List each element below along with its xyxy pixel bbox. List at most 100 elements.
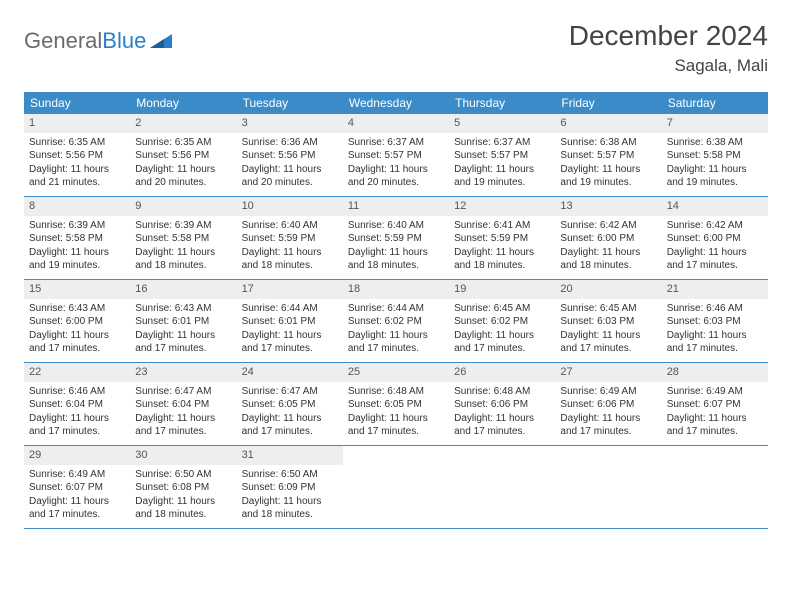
day-body: Sunrise: 6:49 AMSunset: 6:07 PMDaylight:…: [24, 465, 130, 528]
day-line: Sunrise: 6:36 AM: [242, 136, 338, 150]
day-body: Sunrise: 6:38 AMSunset: 5:58 PMDaylight:…: [662, 133, 768, 196]
day-line: Daylight: 11 hours: [29, 495, 125, 509]
day-number: 25: [343, 363, 449, 382]
logo-text: GeneralBlue: [24, 28, 146, 54]
day-line: Daylight: 11 hours: [560, 246, 656, 260]
day-line: Daylight: 11 hours: [242, 412, 338, 426]
day-line: Daylight: 11 hours: [454, 246, 550, 260]
day-cell: 12Sunrise: 6:41 AMSunset: 5:59 PMDayligh…: [449, 197, 555, 279]
dow-cell: Tuesday: [237, 92, 343, 114]
day-line: Daylight: 11 hours: [560, 163, 656, 177]
day-number: 6: [555, 114, 661, 133]
day-line: and 17 minutes.: [29, 342, 125, 356]
day-line: Sunset: 5:59 PM: [348, 232, 444, 246]
day-cell: 6Sunrise: 6:38 AMSunset: 5:57 PMDaylight…: [555, 114, 661, 196]
day-line: Daylight: 11 hours: [454, 163, 550, 177]
day-body: Sunrise: 6:43 AMSunset: 6:00 PMDaylight:…: [24, 299, 130, 362]
day-line: Daylight: 11 hours: [29, 329, 125, 343]
day-number: 10: [237, 197, 343, 216]
day-line: Sunset: 6:01 PM: [242, 315, 338, 329]
location: Sagala, Mali: [569, 56, 768, 76]
day-line: Sunset: 6:02 PM: [348, 315, 444, 329]
day-line: and 17 minutes.: [560, 425, 656, 439]
day-line: and 17 minutes.: [560, 342, 656, 356]
day-line: Daylight: 11 hours: [29, 163, 125, 177]
day-body: Sunrise: 6:48 AMSunset: 6:05 PMDaylight:…: [343, 382, 449, 445]
day-line: Daylight: 11 hours: [454, 329, 550, 343]
day-line: Sunset: 5:57 PM: [348, 149, 444, 163]
day-line: and 17 minutes.: [667, 342, 763, 356]
day-line: and 18 minutes.: [242, 259, 338, 273]
day-line: Daylight: 11 hours: [135, 412, 231, 426]
day-line: Daylight: 11 hours: [454, 412, 550, 426]
day-line: Sunset: 6:03 PM: [560, 315, 656, 329]
day-line: Sunrise: 6:48 AM: [454, 385, 550, 399]
day-cell: 9Sunrise: 6:39 AMSunset: 5:58 PMDaylight…: [130, 197, 236, 279]
day-body: Sunrise: 6:46 AMSunset: 6:03 PMDaylight:…: [662, 299, 768, 362]
dow-cell: Monday: [130, 92, 236, 114]
day-line: and 20 minutes.: [242, 176, 338, 190]
day-number: 18: [343, 280, 449, 299]
day-line: Sunset: 6:06 PM: [560, 398, 656, 412]
day-line: Sunrise: 6:44 AM: [242, 302, 338, 316]
day-body: Sunrise: 6:37 AMSunset: 5:57 PMDaylight:…: [449, 133, 555, 196]
day-line: Daylight: 11 hours: [29, 412, 125, 426]
day-cell: [662, 446, 768, 528]
day-number: 1: [24, 114, 130, 133]
day-line: Daylight: 11 hours: [135, 163, 231, 177]
day-body: Sunrise: 6:35 AMSunset: 5:56 PMDaylight:…: [24, 133, 130, 196]
day-cell: [343, 446, 449, 528]
day-line: Sunset: 5:58 PM: [667, 149, 763, 163]
day-cell: 3Sunrise: 6:36 AMSunset: 5:56 PMDaylight…: [237, 114, 343, 196]
day-line: Sunset: 6:07 PM: [667, 398, 763, 412]
day-body: Sunrise: 6:48 AMSunset: 6:06 PMDaylight:…: [449, 382, 555, 445]
day-line: Sunset: 6:02 PM: [454, 315, 550, 329]
day-line: Sunrise: 6:40 AM: [242, 219, 338, 233]
day-cell: 21Sunrise: 6:46 AMSunset: 6:03 PMDayligh…: [662, 280, 768, 362]
day-line: and 17 minutes.: [242, 342, 338, 356]
day-line: Sunrise: 6:47 AM: [135, 385, 231, 399]
day-line: Sunset: 6:08 PM: [135, 481, 231, 495]
day-cell: [555, 446, 661, 528]
day-cell: 23Sunrise: 6:47 AMSunset: 6:04 PMDayligh…: [130, 363, 236, 445]
day-line: Daylight: 11 hours: [242, 329, 338, 343]
day-body: Sunrise: 6:45 AMSunset: 6:02 PMDaylight:…: [449, 299, 555, 362]
day-number: 2: [130, 114, 236, 133]
day-line: Daylight: 11 hours: [242, 246, 338, 260]
day-number: 22: [24, 363, 130, 382]
day-line: and 17 minutes.: [135, 342, 231, 356]
day-cell: 30Sunrise: 6:50 AMSunset: 6:08 PMDayligh…: [130, 446, 236, 528]
day-line: Sunset: 6:00 PM: [560, 232, 656, 246]
day-number: 7: [662, 114, 768, 133]
day-body: Sunrise: 6:47 AMSunset: 6:04 PMDaylight:…: [130, 382, 236, 445]
dow-cell: Wednesday: [343, 92, 449, 114]
day-line: and 19 minutes.: [29, 259, 125, 273]
day-line: Daylight: 11 hours: [348, 412, 444, 426]
day-line: Daylight: 11 hours: [348, 246, 444, 260]
day-line: and 17 minutes.: [667, 259, 763, 273]
day-body: Sunrise: 6:50 AMSunset: 6:09 PMDaylight:…: [237, 465, 343, 528]
day-cell: 28Sunrise: 6:49 AMSunset: 6:07 PMDayligh…: [662, 363, 768, 445]
day-body: Sunrise: 6:42 AMSunset: 6:00 PMDaylight:…: [662, 216, 768, 279]
day-line: Sunset: 6:00 PM: [29, 315, 125, 329]
day-number: 20: [555, 280, 661, 299]
day-line: Daylight: 11 hours: [242, 495, 338, 509]
day-cell: 22Sunrise: 6:46 AMSunset: 6:04 PMDayligh…: [24, 363, 130, 445]
day-line: Sunset: 6:04 PM: [135, 398, 231, 412]
day-number: 13: [555, 197, 661, 216]
day-number: 19: [449, 280, 555, 299]
day-cell: 15Sunrise: 6:43 AMSunset: 6:00 PMDayligh…: [24, 280, 130, 362]
day-cell: 18Sunrise: 6:44 AMSunset: 6:02 PMDayligh…: [343, 280, 449, 362]
logo: GeneralBlue: [24, 20, 172, 54]
day-line: and 19 minutes.: [560, 176, 656, 190]
dow-cell: Friday: [555, 92, 661, 114]
day-line: Sunset: 6:03 PM: [667, 315, 763, 329]
day-line: Daylight: 11 hours: [667, 412, 763, 426]
day-line: Sunrise: 6:39 AM: [135, 219, 231, 233]
day-line: Sunset: 5:57 PM: [454, 149, 550, 163]
day-body: Sunrise: 6:50 AMSunset: 6:08 PMDaylight:…: [130, 465, 236, 528]
day-line: Sunset: 5:58 PM: [29, 232, 125, 246]
day-line: Sunset: 6:09 PM: [242, 481, 338, 495]
day-cell: 2Sunrise: 6:35 AMSunset: 5:56 PMDaylight…: [130, 114, 236, 196]
day-number: 29: [24, 446, 130, 465]
